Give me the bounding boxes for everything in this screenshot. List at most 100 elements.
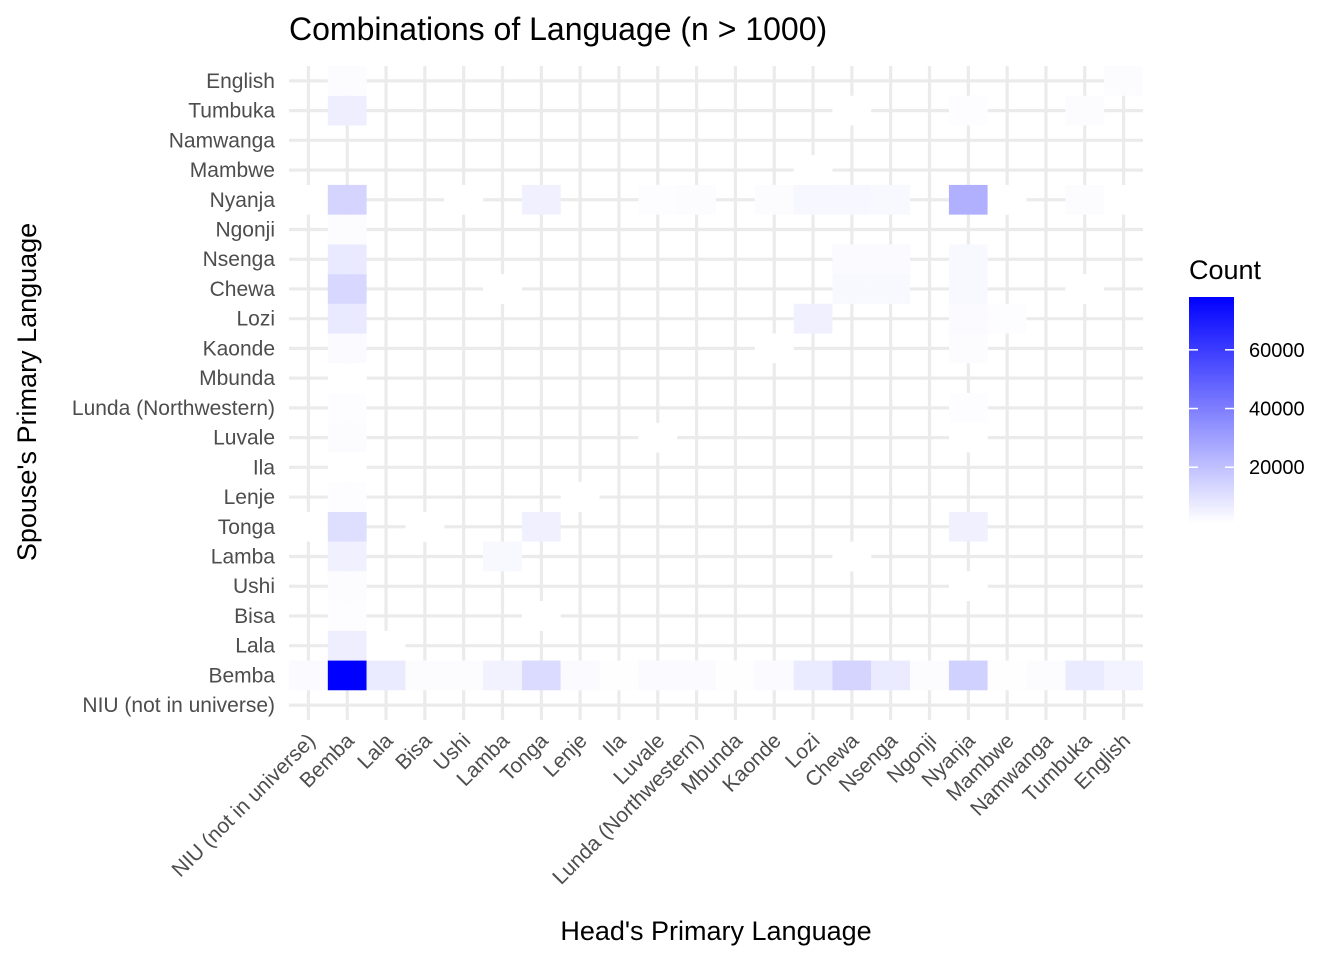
color-legend: Count 20000 40000 60000 xyxy=(1189,255,1305,523)
y-tick-label: NIU (not in universe) xyxy=(82,694,275,717)
heatmap-cell xyxy=(638,660,678,691)
heatmap-cell xyxy=(483,660,522,691)
heatmap-cell xyxy=(832,244,872,275)
heatmap-cell xyxy=(832,184,872,215)
heatmap-cell xyxy=(987,303,1027,334)
heatmap-cell xyxy=(483,274,522,304)
heatmap-cell xyxy=(327,511,367,542)
heatmap-cell xyxy=(521,511,561,542)
heatmap-cell xyxy=(910,660,949,691)
heatmap-cell xyxy=(327,571,367,602)
y-tick-label: Lamba xyxy=(211,546,276,569)
y-tick-label: Ila xyxy=(253,456,276,479)
colorbar-tick-label: 60000 xyxy=(1249,340,1305,362)
y-tick-label: Tumbuka xyxy=(188,100,275,123)
chart-title: Combinations of Language (n > 1000) xyxy=(289,11,827,47)
y-tick-label: Nsenga xyxy=(203,248,276,271)
heatmap-cell xyxy=(987,184,1027,215)
heatmap-cell xyxy=(832,541,872,572)
heatmap-cell xyxy=(1065,660,1105,691)
heatmap-cell xyxy=(871,274,911,304)
heatmap-cell xyxy=(327,303,367,334)
heatmap-cell xyxy=(366,630,406,661)
heatmap-cell xyxy=(560,482,600,512)
heatmap-cell xyxy=(948,393,988,423)
y-tick-label: Mambwe xyxy=(190,159,275,182)
heatmap-cell xyxy=(521,184,561,215)
y-tick-label: Mbunda xyxy=(199,367,275,390)
colorbar-tick-label: 40000 xyxy=(1249,399,1305,421)
heatmap-cell xyxy=(948,333,988,364)
heatmap-cell xyxy=(327,363,367,393)
heatmap-cell xyxy=(987,660,1027,691)
heatmap-cell xyxy=(289,660,328,691)
heatmap-cell xyxy=(948,303,988,334)
heatmap-cell xyxy=(871,660,911,691)
heatmap-cell xyxy=(444,184,484,215)
heatmap-cell xyxy=(327,541,367,572)
heatmap-cell xyxy=(405,660,445,691)
y-tick-label: Ushi xyxy=(233,575,275,598)
heatmap-cell xyxy=(327,393,367,423)
heatmap-cell xyxy=(948,511,988,542)
colorbar xyxy=(1189,297,1234,523)
heatmap-cell xyxy=(948,422,988,453)
grid-layer xyxy=(289,66,1143,720)
legend-title: Count xyxy=(1189,255,1262,285)
heatmap-cell xyxy=(1065,274,1105,304)
heatmap-cell xyxy=(327,452,367,483)
heatmap-cell xyxy=(327,333,367,364)
heatmap-cell xyxy=(754,333,794,364)
heatmap-cell xyxy=(327,274,367,304)
x-axis-title: Head's Primary Language xyxy=(560,916,871,946)
heatmap-cell xyxy=(638,184,678,215)
x-tick-labels: NIU (not in universe)BembaLalaBisaUshiLa… xyxy=(168,729,1136,889)
heatmap-cell xyxy=(1065,95,1105,126)
heatmap-cell xyxy=(521,601,561,631)
y-tick-label: Bemba xyxy=(208,664,275,687)
heatmap-cell xyxy=(948,571,988,602)
y-tick-label: Chewa xyxy=(210,278,276,301)
heatmap-cell xyxy=(327,630,367,661)
heatmap-cell xyxy=(871,244,911,275)
heatmap-cell xyxy=(1104,184,1143,215)
heatmap-cell xyxy=(871,184,911,215)
heatmap-cell xyxy=(793,155,833,185)
x-tick-label: NIU (not in universe) xyxy=(168,729,320,881)
y-axis-title: Spouse's Primary Language xyxy=(12,223,42,561)
heatmap-cell xyxy=(327,184,367,215)
heatmap-cell xyxy=(832,95,872,126)
heatmap-cell xyxy=(832,660,872,691)
heatmap-cell xyxy=(289,511,328,542)
y-tick-label: Lenje xyxy=(224,486,275,509)
y-tick-label: Ngonji xyxy=(215,219,275,242)
heatmap-cell xyxy=(638,422,678,453)
heatmap-cell xyxy=(327,66,367,96)
heatmap-cell xyxy=(793,303,833,334)
heatmap-cell xyxy=(327,244,367,275)
heatmap-cell xyxy=(444,660,484,691)
heatmap-cell xyxy=(327,660,367,691)
heatmap-cell xyxy=(832,274,872,304)
y-tick-label: Kaonde xyxy=(203,337,275,360)
x-tick-label: Bisa xyxy=(391,729,436,774)
x-tick-label: Lenje xyxy=(539,729,592,782)
y-tick-label: Bisa xyxy=(234,605,275,628)
heatmap-cell xyxy=(327,482,367,512)
heatmap-cell xyxy=(289,184,328,215)
heatmap-cell xyxy=(599,660,639,691)
heatmap-cell xyxy=(716,660,755,691)
heatmap-cell xyxy=(521,660,561,691)
heatmap-cell xyxy=(948,660,988,691)
y-tick-labels: NIU (not in universe) Bemba Lala Bisa Ushi La… xyxy=(72,70,275,717)
y-tick-label: English xyxy=(206,70,275,93)
heatmap-cell xyxy=(948,95,988,126)
heatmap-cell xyxy=(327,214,367,245)
heatmap-cell xyxy=(754,184,794,215)
heatmap-cell xyxy=(560,660,600,691)
colorbar-ticks: 20000 40000 60000 xyxy=(1189,340,1305,479)
heatmap-cell xyxy=(327,95,367,126)
heatmap-cell xyxy=(677,184,716,215)
heatmap-cell xyxy=(366,660,406,691)
